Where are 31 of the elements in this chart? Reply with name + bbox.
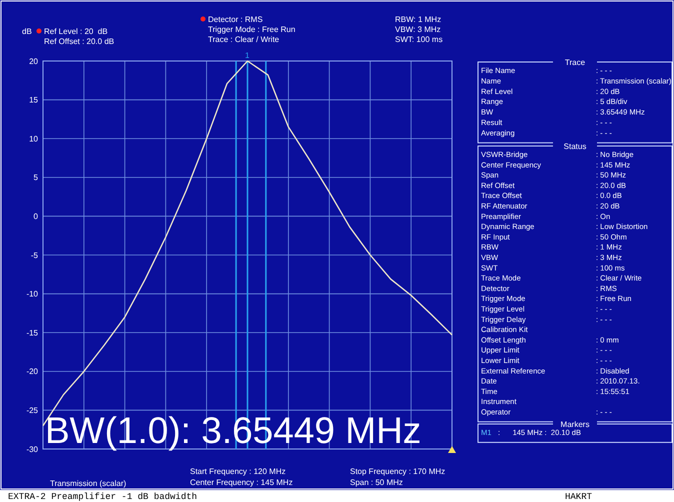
y-tick-label: -25 <box>26 406 39 415</box>
text: Span : 50 MHz <box>350 478 403 487</box>
text: Trigger Mode : Free Run <box>208 25 296 34</box>
y-tick-label: -15 <box>26 328 39 338</box>
text: Markers <box>560 420 590 429</box>
y-tick-label: -10 <box>26 290 39 299</box>
text: Ref Offset : 20.0 dB <box>44 37 114 46</box>
text: Center Frequency : 145 MHz <box>190 478 293 487</box>
text: Stop Frequency : 170 MHz <box>350 467 446 476</box>
y-tick-label: 10 <box>29 134 39 144</box>
y-tick-label: -20 <box>26 367 39 376</box>
y-axis-title: dB <box>22 27 32 36</box>
y-tick-label: 15 <box>29 96 39 105</box>
text: Start Frequency : 120 MHz <box>190 467 286 476</box>
text: Trace : Clear / Write <box>208 35 280 44</box>
text: RBW: 1 MHz <box>395 15 442 24</box>
y-tick-label: 0 <box>34 212 39 221</box>
text: EXTRA-2 Preamplifier -1 dB badwidth <box>8 492 198 502</box>
text: Status <box>564 142 586 151</box>
text: SWT: 100 ms <box>395 35 443 44</box>
text: 1 <box>245 51 250 60</box>
text: VBW: 3 MHz <box>395 25 441 34</box>
text: Ref Level : 20 dB <box>44 27 108 36</box>
y-tick-label: -5 <box>30 250 39 260</box>
text: Detector : RMS <box>208 15 263 24</box>
y-tick-label: 20 <box>29 56 39 66</box>
text: HAKRT <box>565 492 593 502</box>
text: Transmission (scalar) <box>50 479 126 488</box>
y-tick-label: -30 <box>26 444 39 454</box>
text: Trace <box>564 58 586 67</box>
y-tick-label: 5 <box>34 173 39 182</box>
